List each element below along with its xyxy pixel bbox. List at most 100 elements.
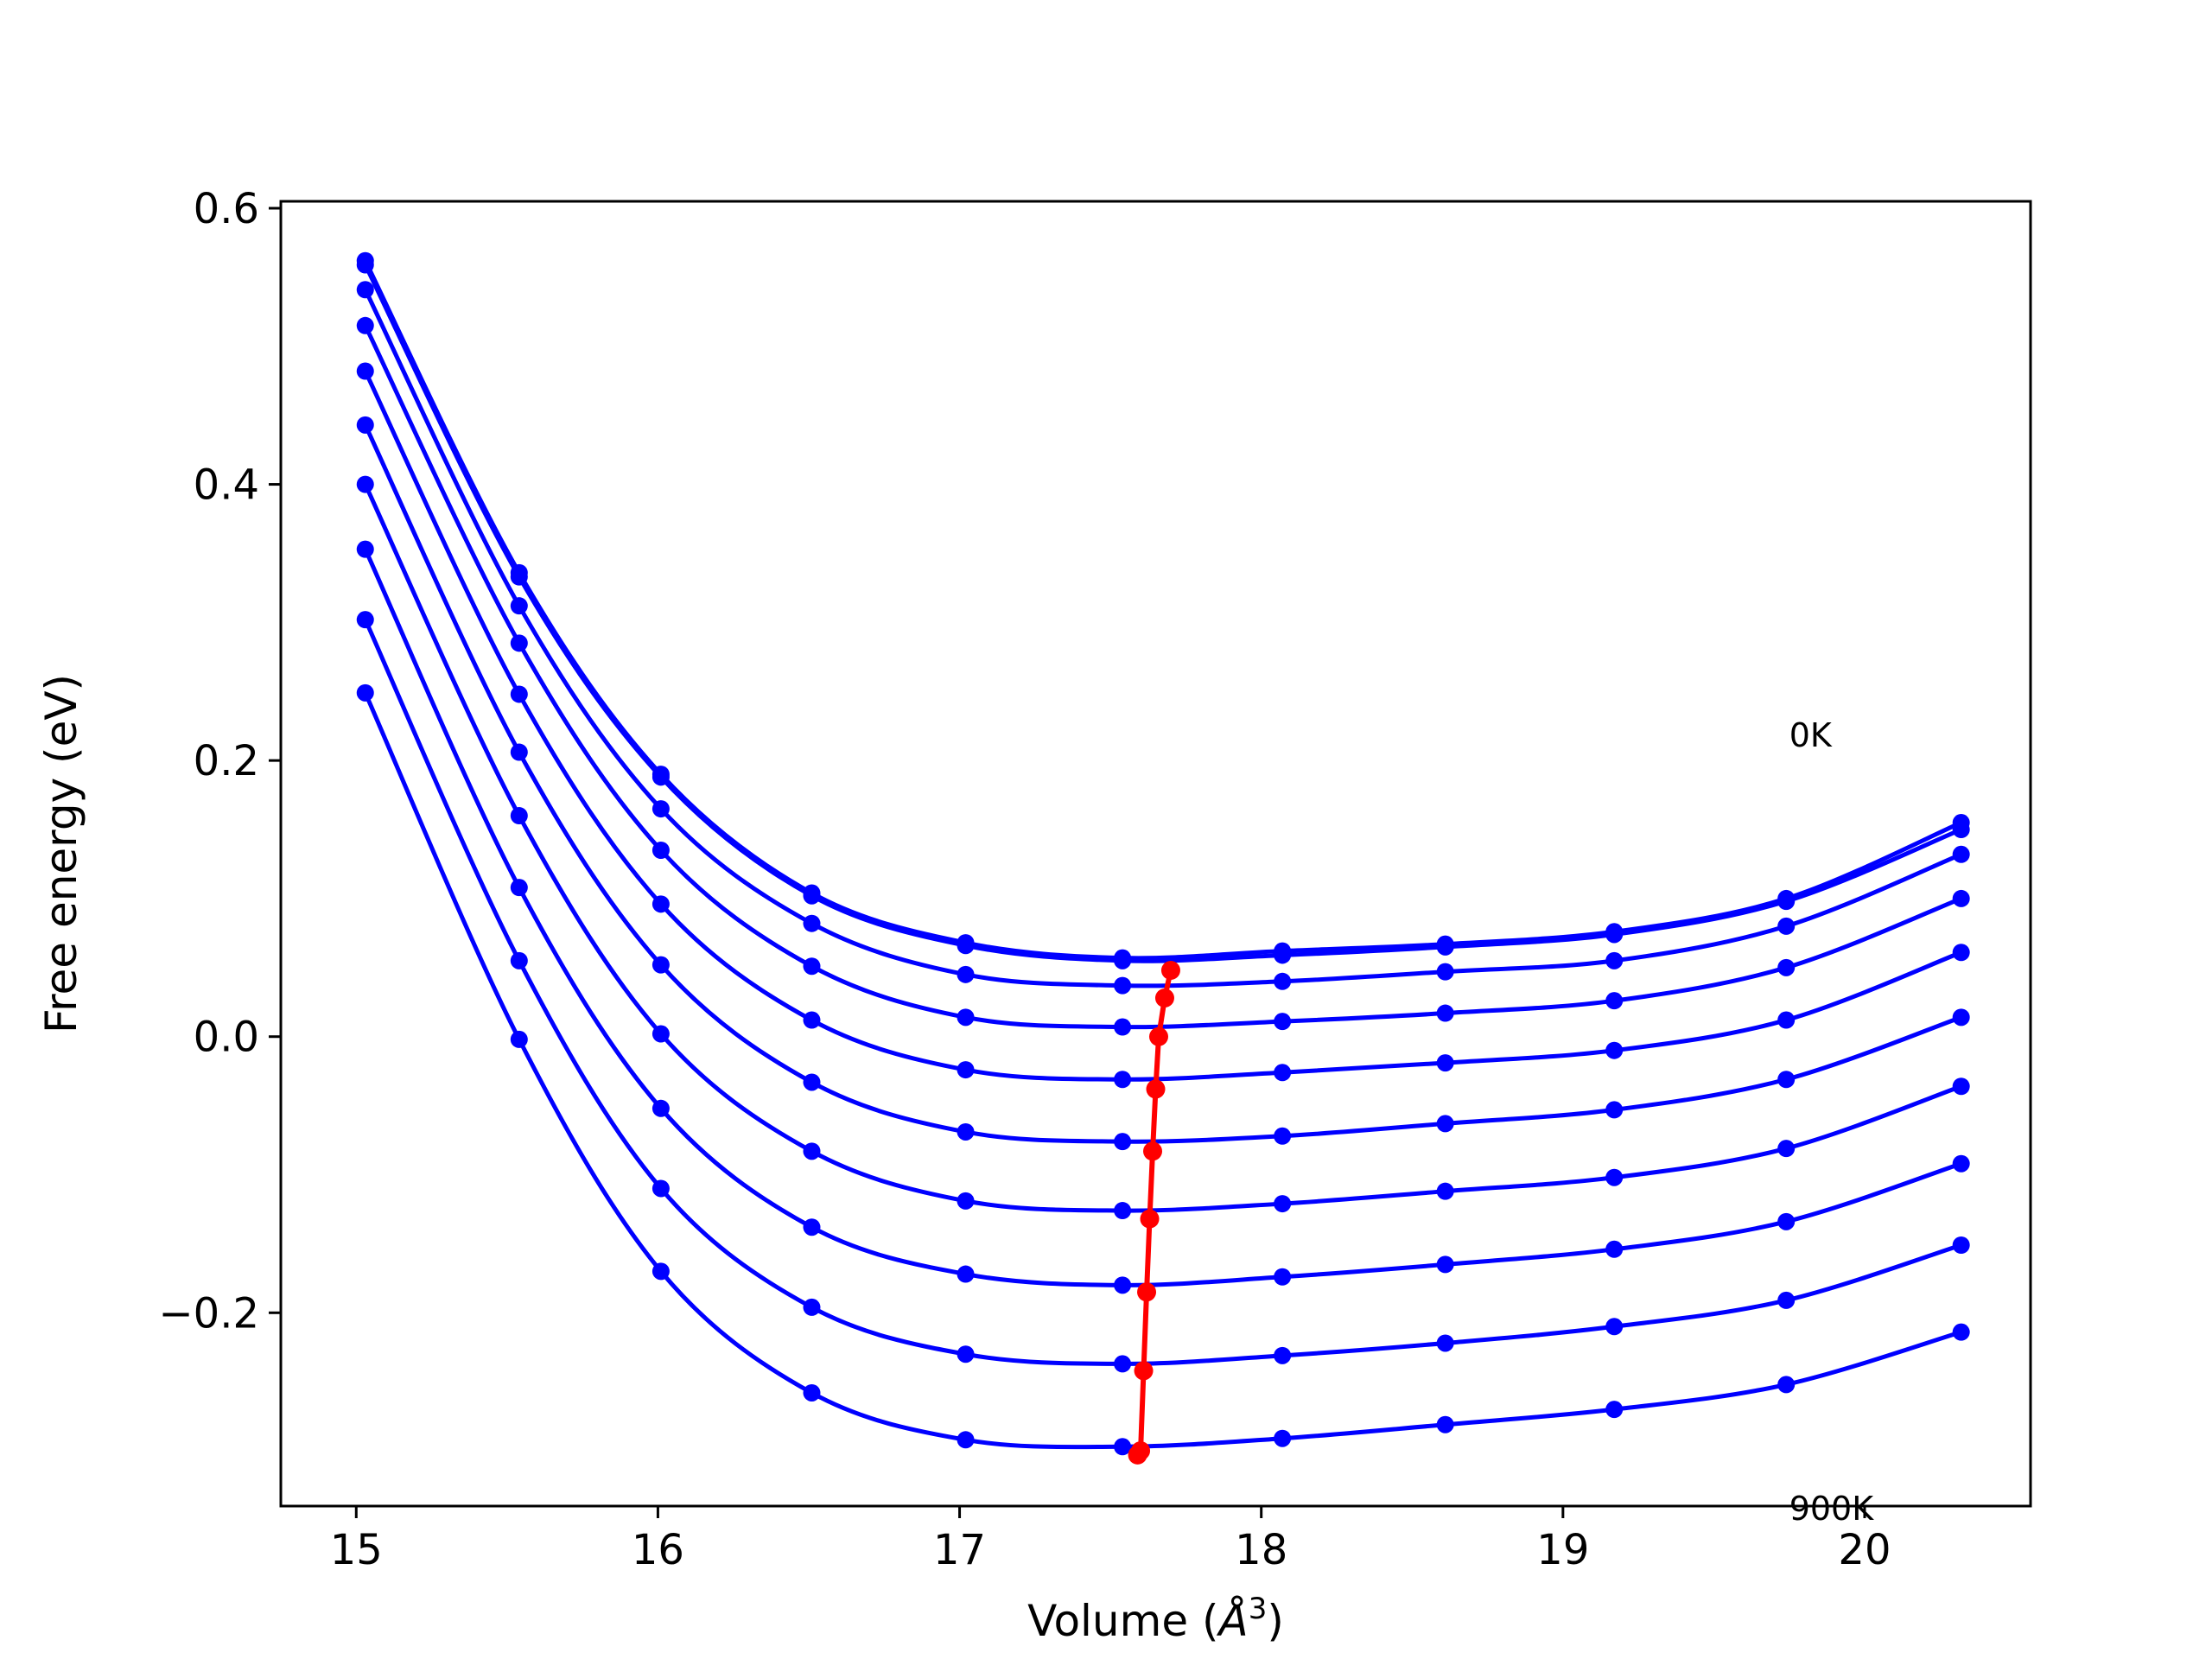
- series-curve-9: [363, 691, 1962, 1450]
- data-point: [510, 879, 528, 897]
- data-point: [1952, 889, 1970, 907]
- data-point: [1777, 917, 1796, 935]
- data-point: [1114, 951, 1132, 969]
- series-points: [356, 251, 1970, 1456]
- data-point: [1952, 1323, 1970, 1341]
- data-point: [957, 1431, 975, 1449]
- data-point: [1952, 944, 1970, 962]
- minima-line: [1128, 961, 1180, 1465]
- data-point: [803, 1011, 821, 1029]
- x-tick-label: 16: [632, 1526, 684, 1574]
- annotations: 0K 900K: [1789, 716, 1875, 1528]
- data-point: [1605, 951, 1624, 969]
- data-point: [957, 1345, 975, 1363]
- data-point: [1777, 1140, 1796, 1158]
- data-point: [1436, 938, 1454, 956]
- data-point: [510, 807, 528, 825]
- data-point: [803, 957, 821, 976]
- data-point: [957, 1008, 975, 1027]
- data-point: [1777, 1376, 1796, 1394]
- data-point: [356, 540, 374, 558]
- data-point: [1436, 1415, 1454, 1433]
- data-point: [1605, 1041, 1624, 1059]
- annotation-label: 0K: [1789, 716, 1833, 754]
- x-axis-label-close: ): [1267, 1596, 1284, 1646]
- data-point: [957, 1061, 975, 1079]
- data-point: [1114, 1355, 1132, 1373]
- data-point: [1952, 1154, 1970, 1173]
- data-point: [1605, 1168, 1624, 1186]
- minima-curve: [1135, 969, 1173, 1457]
- data-point: [1114, 1018, 1132, 1036]
- series-curve-4: [363, 370, 1962, 1082]
- data-point: [1436, 1054, 1454, 1072]
- data-point: [356, 256, 374, 274]
- data-point: [1605, 992, 1624, 1010]
- data-point: [652, 895, 670, 913]
- minimum-point: [1143, 1141, 1163, 1161]
- data-point: [1777, 1291, 1796, 1309]
- series-curves: [363, 259, 1962, 1450]
- data-point: [1605, 925, 1624, 944]
- data-point: [356, 416, 374, 434]
- y-tick-label: 0.2: [194, 737, 259, 785]
- data-point: [510, 568, 528, 586]
- data-point: [803, 1298, 821, 1316]
- data-point: [1274, 1429, 1292, 1447]
- data-point: [652, 1262, 670, 1281]
- data-point: [356, 475, 374, 493]
- x-axis-label-main: Volume (: [1027, 1596, 1218, 1646]
- x-axis-ticks: 15 16 17 18 19 20: [330, 1506, 1891, 1574]
- data-point: [803, 1073, 821, 1091]
- data-point: [1114, 1202, 1132, 1220]
- series-curve-8: [363, 619, 1962, 1366]
- data-point: [1274, 1268, 1292, 1286]
- data-point: [1114, 1438, 1132, 1456]
- data-point: [1274, 1013, 1292, 1031]
- data-point: [1952, 821, 1970, 839]
- data-point: [356, 362, 374, 380]
- data-point: [803, 887, 821, 905]
- x-tick-label: 18: [1235, 1526, 1287, 1574]
- data-point: [356, 281, 374, 299]
- data-point: [803, 914, 821, 932]
- minimum-point: [1154, 988, 1174, 1007]
- data-point: [510, 634, 528, 652]
- data-point: [1777, 1212, 1796, 1230]
- minimum-point: [1137, 1282, 1157, 1302]
- data-point: [1605, 1240, 1624, 1258]
- data-point: [957, 1192, 975, 1210]
- data-point: [1777, 1011, 1796, 1029]
- series-curve-5: [363, 423, 1962, 1144]
- data-point: [1114, 1133, 1132, 1151]
- minimum-point: [1140, 1209, 1160, 1229]
- x-tick-label: 19: [1536, 1526, 1589, 1574]
- x-tick-label: 15: [330, 1526, 383, 1574]
- data-point: [1777, 1071, 1796, 1089]
- data-point: [510, 1030, 528, 1048]
- data-point: [652, 1099, 670, 1117]
- data-point: [957, 1265, 975, 1283]
- minimum-point: [1146, 1079, 1166, 1099]
- data-point: [356, 683, 374, 702]
- minimum-point: [1160, 961, 1180, 981]
- data-point: [1605, 1101, 1624, 1119]
- data-point: [957, 937, 975, 955]
- data-point: [1777, 893, 1796, 911]
- data-point: [1436, 1182, 1454, 1200]
- y-axis-label: Free energy (eV): [36, 674, 86, 1033]
- data-point: [803, 1142, 821, 1160]
- minimum-point: [1148, 1027, 1168, 1046]
- data-point: [1274, 946, 1292, 964]
- x-axis-label: Volume (Å3): [1027, 1592, 1284, 1646]
- y-tick-label: 0.6: [194, 185, 259, 233]
- annotation-label: 900K: [1789, 1490, 1875, 1528]
- y-axis-ticks: −0.2 0.0 0.2 0.4 0.6: [158, 185, 281, 1338]
- y-tick-label: 0.4: [194, 461, 259, 510]
- data-point: [652, 800, 670, 818]
- data-point: [510, 743, 528, 761]
- x-axis-label-sup: 3: [1249, 1592, 1268, 1626]
- data-point: [1952, 1077, 1970, 1096]
- data-point: [957, 1122, 975, 1141]
